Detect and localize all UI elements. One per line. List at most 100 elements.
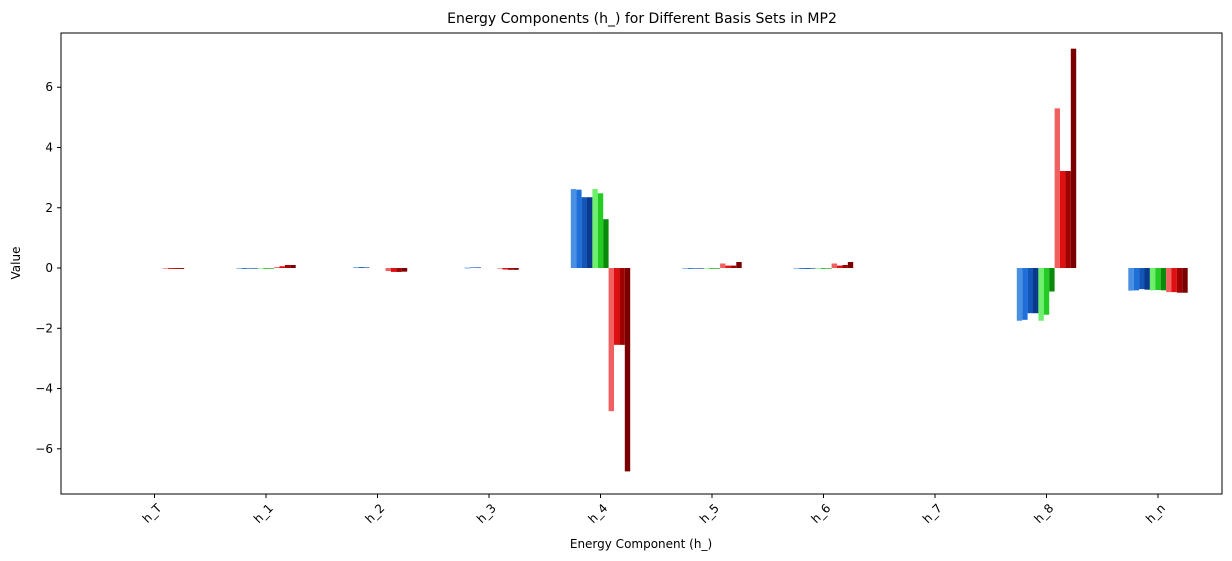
bar-h_n-5 [1155, 268, 1161, 291]
bar-h_2-10 [401, 268, 408, 272]
bar-h_2-8 [391, 268, 397, 272]
bar-h_3-10 [513, 268, 519, 270]
bar-h_n-1 [1133, 268, 1140, 291]
bar-h_n-0 [1128, 268, 1134, 291]
bar-h_5-6 [714, 268, 721, 269]
bar-h_1-4 [257, 268, 264, 269]
x-axis: h_T h_1 h_2 h_3 h_4 h_5 h_6 h_7 h_8 h_n [140, 494, 1168, 526]
bar-h_6-5 [820, 268, 827, 269]
bar-h_4-8 [614, 268, 620, 345]
bar-h_1-1 [241, 268, 248, 269]
x-tick-label: h_2 [363, 501, 388, 526]
bar-h_8-10 [1070, 48, 1077, 269]
bar-h_T-8 [168, 268, 174, 269]
bar-h_8-9 [1065, 171, 1071, 269]
bar-h_8-8 [1060, 171, 1066, 269]
bar-h_n-7 [1166, 268, 1172, 293]
bar-h_5-4 [703, 268, 710, 269]
bar-h_1-0 [236, 268, 242, 269]
bar-h_6-0 [793, 268, 800, 269]
x-tick-label: h_1 [251, 501, 276, 526]
bar-h_5-0 [682, 268, 688, 269]
bar-h_2-1 [353, 267, 359, 269]
bar-h_3-2 [470, 267, 476, 269]
bar-h_8-5 [1043, 268, 1050, 315]
bar-h_8-4 [1038, 268, 1044, 321]
x-tick-label: h_3 [474, 501, 499, 526]
bar-h_5-1 [687, 268, 694, 269]
bar-h_4-0 [570, 189, 577, 269]
bar-h_8-0 [1016, 268, 1023, 321]
plot-frame [60, 32, 1223, 495]
bar-h_n-9 [1176, 268, 1183, 293]
y-tick-label: 2 [45, 201, 53, 215]
bar-h_1-3 [252, 268, 258, 269]
bar-h_3-1 [464, 267, 471, 269]
chart-title: Energy Components (h_) for Different Bas… [447, 11, 837, 27]
y-tick-label: −6 [35, 442, 53, 456]
bar-h_1-8 [279, 266, 285, 269]
bar-h_5-7 [720, 263, 726, 269]
bar-h_4-1 [576, 189, 582, 269]
bar-h_6-1 [799, 268, 805, 269]
bar-h_1-7 [274, 267, 280, 269]
bar-h_4-4 [592, 189, 598, 269]
bar-h_6-7 [831, 263, 837, 269]
y-tick-label: −4 [35, 382, 53, 396]
bar-h_2-9 [396, 268, 402, 272]
bar-h_8-1 [1022, 268, 1028, 320]
bar-h_5-2 [693, 268, 699, 269]
bar-h_T-7 [162, 268, 168, 269]
bar-h_5-9 [730, 265, 737, 269]
bar-h_8-2 [1027, 268, 1033, 314]
x-tick-label: h_7 [920, 501, 945, 526]
bar-h_2-7 [385, 268, 391, 272]
x-tick-label: h_6 [809, 501, 834, 526]
bar-h_2-2 [358, 267, 364, 269]
bar-h_4-7 [608, 268, 614, 412]
bar-h_n-8 [1171, 268, 1177, 293]
bar-h_3-8 [502, 268, 508, 270]
bar-h_6-2 [804, 268, 810, 269]
bar-h_6-10 [847, 261, 854, 269]
bar-h_8-7 [1054, 108, 1060, 269]
bar-h_n-6 [1160, 268, 1167, 291]
bar-h_n-2 [1139, 268, 1145, 290]
bar-h_4-10 [624, 268, 631, 472]
y-axis-label: Value [9, 247, 23, 280]
y-axis: −6 −4 −2 0 2 4 6 [35, 80, 61, 456]
bar-h_T-10 [178, 268, 185, 269]
x-axis-label: Energy Component (h_) [570, 537, 712, 551]
bar-h_5-3 [698, 268, 704, 269]
y-tick-label: 0 [45, 261, 53, 275]
bar-h_3-9 [507, 268, 514, 270]
bar-h_6-9 [842, 265, 848, 269]
bar-h_8-3 [1033, 268, 1039, 314]
bar-h_1-5 [263, 268, 269, 269]
bar-h_4-9 [619, 268, 625, 345]
bar-h_5-8 [725, 265, 731, 269]
bar-h_6-3 [810, 268, 816, 269]
bar-h_2-3 [364, 267, 370, 269]
bar-h_1-6 [268, 268, 275, 269]
bar-h_6-6 [826, 268, 832, 269]
bar-h_4-6 [603, 219, 609, 269]
bar-h_4-2 [581, 197, 587, 269]
bar-h_4-3 [587, 197, 593, 269]
y-tick-label: 4 [45, 140, 53, 154]
x-tick-label: h_5 [697, 501, 722, 526]
y-tick-label: 6 [45, 80, 53, 94]
x-tick-label: h_8 [1032, 501, 1057, 526]
y-tick-label: −2 [35, 321, 53, 335]
x-tick-label: h_4 [586, 501, 611, 526]
bars-group [162, 48, 1188, 472]
bar-h_4-5 [597, 193, 604, 269]
x-tick-label: h_n [1143, 501, 1168, 526]
bar-h_n-3 [1144, 268, 1150, 290]
bar-h_5-10 [736, 261, 742, 269]
bar-h_3-7 [497, 268, 503, 269]
bar-h_1-10 [290, 265, 296, 269]
bar-h_n-4 [1149, 268, 1156, 291]
bar-h_n-10 [1182, 268, 1188, 293]
